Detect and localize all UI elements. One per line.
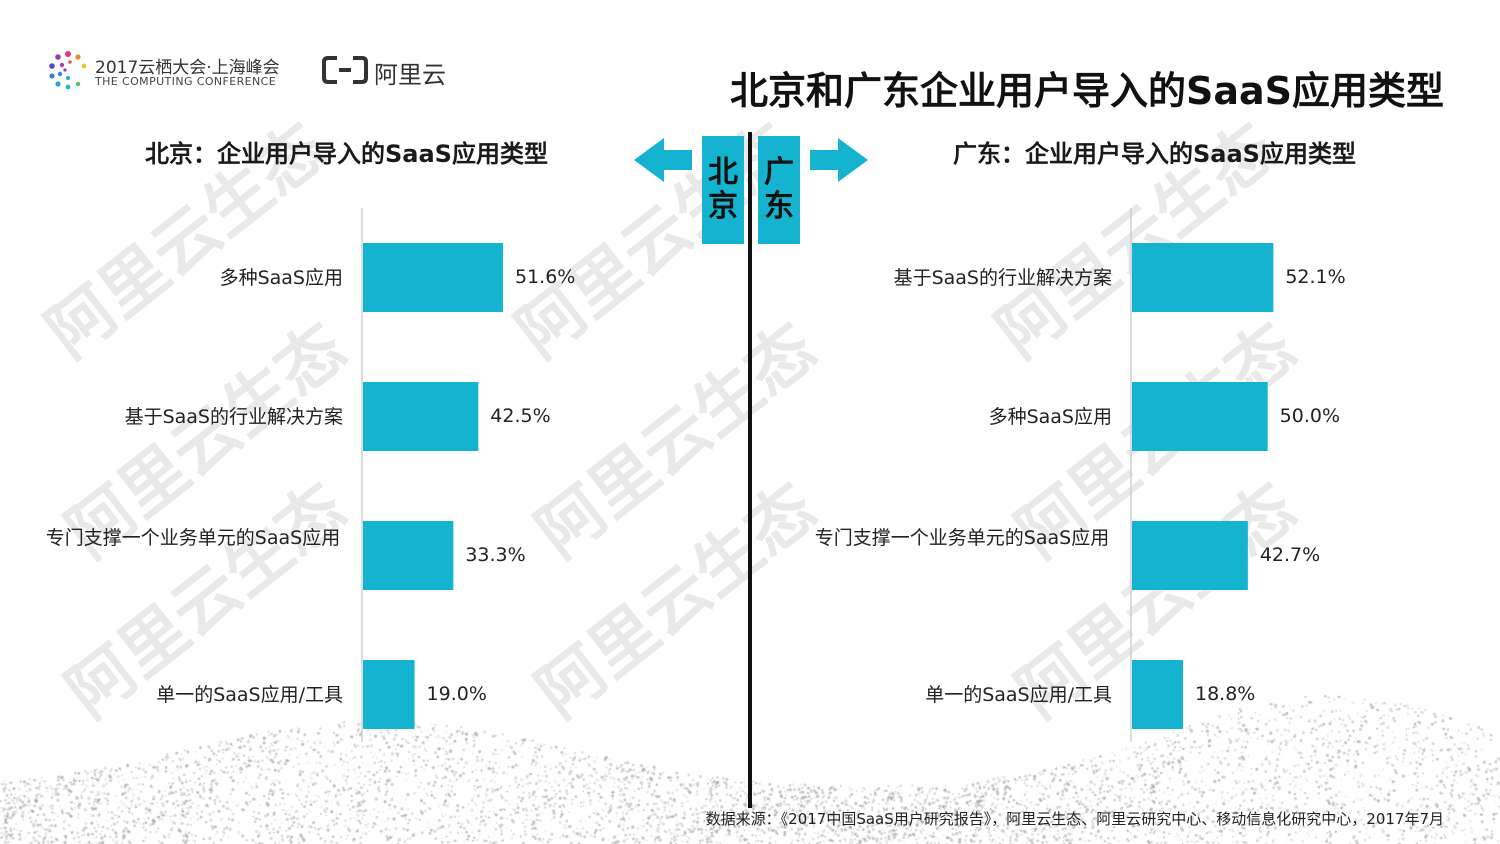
value-label: 19.0%: [426, 682, 487, 705]
value-label: 42.5%: [490, 404, 551, 427]
value-label: 33.3%: [465, 543, 526, 566]
bar: [1132, 521, 1248, 590]
conference-mark-icon: [49, 51, 87, 90]
bar: [363, 521, 454, 590]
value-label: 52.1%: [1285, 265, 1346, 288]
category-label: 单一的SaaS应用/工具: [925, 683, 1112, 706]
conference-logo: 2017云栖大会·上海峰会 THE COMPUTING CONFERENCE: [48, 50, 308, 92]
beijing-tag: 北京: [702, 136, 744, 244]
data-source-note: 数据来源：《2017中国SaaS用户研究报告》，阿里云生态、阿里云研究中心、移动…: [705, 810, 1444, 828]
category-label: 专门支撑一个业务单元的SaaS应用: [814, 526, 1110, 549]
value-label: 42.7%: [1259, 543, 1321, 566]
bar: [363, 382, 479, 451]
aliyun-bracket-icon: [322, 56, 368, 84]
category-label: 基于SaaS的行业解决方案: [124, 405, 343, 428]
category-label: 单一的SaaS应用/工具: [156, 683, 343, 706]
conference-subtitle: THE COMPUTING CONFERENCE: [95, 75, 277, 88]
category-label: 多种SaaS应用: [988, 405, 1112, 428]
category-label: 专门支撑一个业务单元的SaaS应用: [45, 526, 341, 549]
guangdong-tag: 广东: [758, 136, 800, 244]
bar: [1132, 243, 1274, 312]
category-label: 基于SaaS的行业解决方案: [893, 266, 1112, 289]
bar: [1132, 382, 1268, 451]
value-label: 51.6%: [515, 265, 576, 288]
bar: [1132, 660, 1184, 729]
bar: [363, 243, 503, 312]
bar: [363, 660, 415, 729]
beijing-chart-title: 北京：企业用户导入的SaaS应用类型: [145, 140, 548, 168]
left-arrow-icon: [634, 138, 692, 182]
value-label: 50.0%: [1279, 404, 1341, 427]
page-title: 北京和广东企业用户导入的SaaS应用类型: [729, 69, 1444, 113]
value-label: 18.8%: [1195, 682, 1256, 705]
conference-name: 2017云栖大会·上海峰会: [95, 58, 280, 78]
category-label: 多种SaaS应用: [219, 266, 343, 289]
guangdong-chart-title: 广东：企业用户导入的SaaS应用类型: [953, 140, 1356, 168]
aliyun-brand-text: 阿里云: [374, 61, 446, 89]
right-arrow-icon: [810, 138, 868, 182]
